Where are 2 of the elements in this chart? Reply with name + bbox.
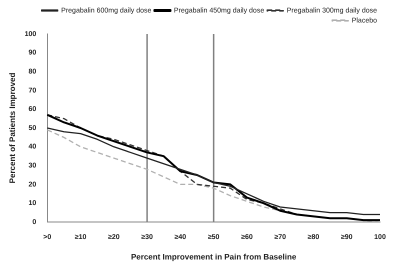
x-axis-title: Percent Improvement in Pain from Baseline <box>130 252 297 262</box>
y-axis-title: Percent of Patients Improved <box>8 72 18 184</box>
